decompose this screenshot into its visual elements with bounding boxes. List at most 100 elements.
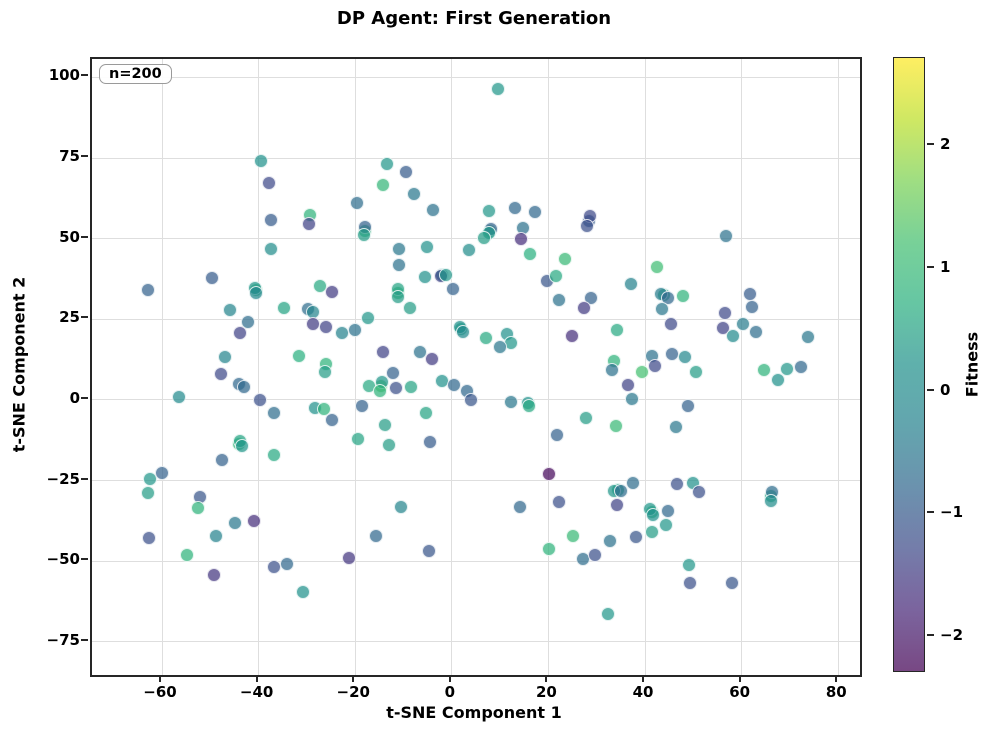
scatter-point: [549, 428, 564, 443]
scatter-point: [565, 529, 580, 544]
scatter-point: [334, 325, 349, 340]
x-tick-mark: [448, 675, 451, 682]
scatter-point: [386, 365, 401, 380]
scatter-point: [682, 576, 697, 591]
x-tick-label: −40: [239, 683, 274, 701]
x-tick-mark: [835, 675, 838, 682]
scatter-point: [204, 271, 219, 286]
scatter-point: [655, 302, 670, 317]
colorbar-tick-label: −1: [940, 503, 964, 522]
scatter-point: [681, 399, 696, 414]
scatter-point: [254, 154, 269, 169]
scatter-point: [391, 257, 406, 272]
scatter-point: [403, 380, 418, 395]
scatter-point: [578, 410, 593, 425]
scatter-point: [325, 412, 340, 427]
gridline-horizontal: [92, 560, 860, 562]
scatter-point: [551, 494, 566, 509]
colorbar-tick-mark: [927, 634, 934, 637]
colorbar-tick-mark: [927, 143, 934, 146]
scatter-point: [357, 228, 372, 243]
y-tick-mark: [81, 74, 88, 77]
gridline-horizontal: [92, 318, 860, 320]
scatter-point: [614, 484, 629, 499]
scatter-point: [317, 401, 332, 416]
scatter-point: [490, 82, 505, 97]
scatter-point: [646, 507, 661, 522]
scatter-point: [355, 399, 370, 414]
scatter-point: [266, 448, 281, 463]
colorbar-tick-mark: [927, 265, 934, 268]
scatter-point: [628, 530, 643, 545]
scatter-point: [267, 406, 282, 421]
scatter-point: [233, 325, 248, 340]
scatter-point: [635, 365, 650, 380]
gridline-vertical: [354, 59, 356, 675]
scatter-point: [402, 301, 417, 316]
scatter-point: [508, 201, 523, 216]
scatter-point: [624, 391, 639, 406]
scatter-point: [217, 350, 232, 365]
scatter-point: [209, 529, 224, 544]
scatter-point: [757, 363, 772, 378]
y-tick-label: 50: [59, 227, 80, 246]
x-tick-label: 0: [444, 683, 456, 701]
scatter-point: [172, 390, 187, 405]
scatter-point: [235, 439, 250, 454]
scatter-point: [763, 493, 778, 508]
scatter-point: [439, 267, 454, 282]
scatter-point: [417, 270, 432, 285]
x-tick-label: −60: [143, 683, 177, 701]
scatter-point: [253, 393, 268, 408]
y-axis-label: t-SNE Component 2: [9, 276, 29, 453]
scatter-point: [142, 531, 157, 546]
scatter-point: [388, 381, 403, 396]
y-tick-label: 75: [59, 147, 80, 165]
scatter-point: [455, 324, 470, 339]
scatter-point: [528, 205, 543, 220]
scatter-point: [658, 518, 673, 533]
scatter-point: [600, 606, 615, 621]
colorbar-tick-mark: [927, 511, 934, 514]
scatter-point: [564, 328, 579, 343]
scatter-point: [608, 419, 623, 434]
colorbar-tick-mark: [927, 388, 934, 391]
scatter-point: [377, 417, 392, 432]
gridline-vertical: [451, 59, 453, 675]
scatter-point: [342, 551, 357, 566]
gridline-horizontal: [92, 238, 860, 240]
scatter-point: [677, 349, 692, 364]
scatter-point: [418, 406, 433, 421]
scatter-point: [237, 380, 252, 395]
colorbar-tick-label: 1: [940, 257, 951, 276]
scatter-point: [648, 359, 662, 374]
scatter-point: [689, 365, 704, 380]
plot-area: [90, 57, 862, 677]
y-tick-label: 25: [59, 308, 80, 327]
scatter-point: [609, 323, 624, 338]
scatter-point: [213, 366, 228, 381]
scatter-point: [446, 282, 461, 297]
scatter-point: [306, 317, 321, 332]
scatter-point: [296, 584, 311, 599]
gridline-vertical: [741, 59, 743, 675]
scatter-point: [744, 299, 759, 314]
scatter-point: [215, 452, 230, 467]
scatter-point: [801, 329, 816, 344]
scatter-point: [718, 305, 733, 320]
y-tick-label: −25: [46, 469, 80, 488]
scatter-point: [692, 484, 707, 499]
scatter-point: [588, 547, 603, 562]
x-tick-label: 40: [632, 683, 654, 701]
x-tick-label: 20: [536, 683, 557, 701]
scatter-point: [351, 432, 366, 447]
scatter-point: [493, 339, 508, 354]
scatter-point: [771, 373, 786, 388]
x-tick-mark: [738, 675, 741, 682]
scatter-point: [605, 362, 619, 377]
scatter-point: [602, 533, 617, 548]
y-tick-mark: [81, 396, 88, 399]
scatter-point: [261, 175, 276, 190]
scatter-point: [380, 157, 395, 172]
scatter-point: [512, 500, 527, 515]
